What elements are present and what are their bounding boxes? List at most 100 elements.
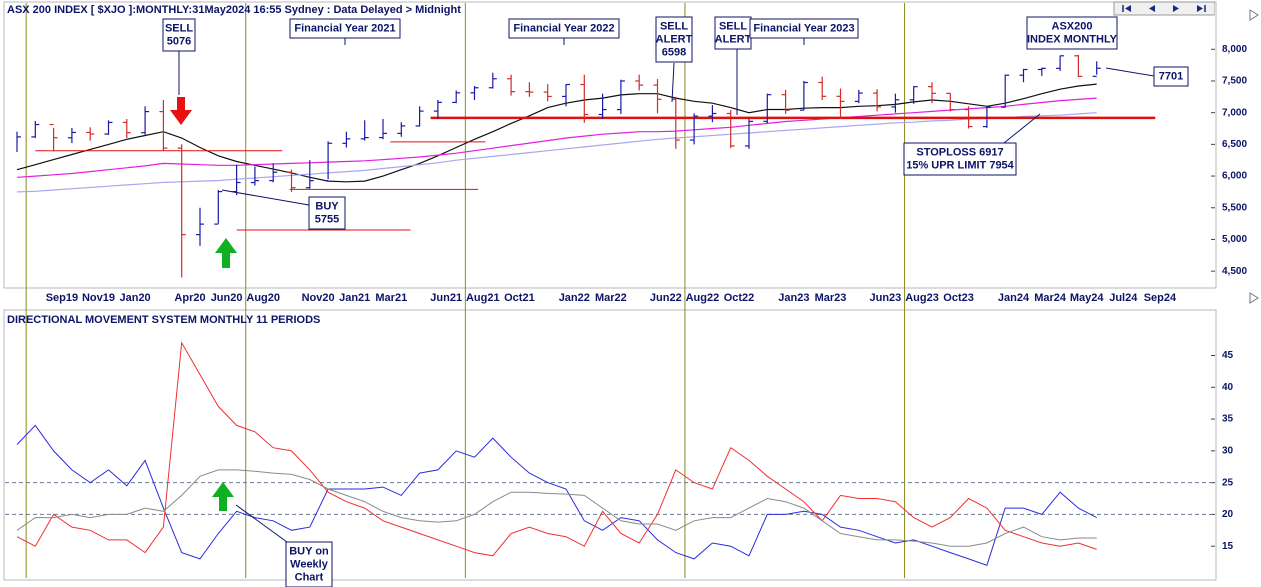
connectors [178, 35, 1155, 543]
annotation-box [285, 541, 333, 587]
x-tick-label: Oct22 [724, 292, 755, 304]
buy-arrow [215, 238, 237, 268]
x-tick-label: Oct21 [504, 292, 535, 304]
series-line [16, 83, 1097, 183]
annotation-box [1153, 66, 1189, 87]
x-tick-label: Mar23 [815, 292, 847, 304]
nav-first[interactable] [1115, 3, 1139, 14]
x-tick-label: Apr20 [174, 292, 205, 304]
connector [235, 504, 288, 543]
annotation-text: Financial Year 2021 [294, 22, 395, 34]
x-tick-label: Jun22 [650, 292, 682, 304]
annotation-box [1026, 16, 1118, 50]
series-line [16, 469, 1097, 547]
connector [1003, 113, 1041, 144]
series-line [16, 341, 1097, 557]
annotations: SELL5076BUY5755SELLALERT6598SELLALERTASX… [162, 16, 1189, 587]
annotation-text: ALERT [656, 33, 693, 45]
annotation-text: 15% UPR LIMIT 7954 [906, 159, 1014, 171]
x-tick-label: Aug23 [905, 292, 939, 304]
scroll-right-top[interactable] [1249, 9, 1259, 21]
nav-last[interactable] [1190, 3, 1214, 14]
x-tick-label: Jun21 [430, 292, 462, 304]
annotation-box [289, 18, 401, 39]
annotation-box [655, 16, 693, 63]
annotation-text: ALERT [715, 33, 752, 45]
annotation-text: SELL [719, 20, 747, 32]
y-tick-label: 5,000 [1222, 234, 1247, 245]
annotation-text: INDEX MONTHLY [1027, 33, 1118, 45]
x-tick-label: Jan24 [998, 292, 1030, 304]
annotation-text: Chart [295, 571, 324, 583]
annotation-text: 5755 [315, 213, 339, 225]
x-tick-label: Aug20 [246, 292, 280, 304]
y-tick-label: 30 [1222, 445, 1234, 456]
nav-last-arrow[interactable] [1197, 5, 1203, 12]
annotation-box [508, 18, 620, 39]
y-tick-label: 4,500 [1222, 266, 1247, 277]
nav-prev-arrow[interactable] [1149, 5, 1155, 12]
x-tick-label: Jan22 [559, 292, 590, 304]
annotation-text: SELL [660, 20, 688, 32]
x-tick-label: Oct23 [943, 292, 974, 304]
dms-panel-frame [3, 309, 1217, 581]
annotation-box [308, 196, 346, 230]
chart-title: ASX 200 INDEX [ $XJO ]:MONTHLY:31May2024… [7, 4, 461, 16]
x-tick-label: Sep24 [1144, 292, 1177, 304]
sell-arrow [170, 97, 192, 125]
x-tick-label: Jan23 [778, 292, 809, 304]
y-tick-label: 25 [1222, 477, 1234, 488]
x-tick-label: Jun23 [870, 292, 902, 304]
y-tick-label: 7,000 [1222, 107, 1247, 118]
annotation-text: Financial Year 2022 [513, 22, 614, 34]
connector [671, 62, 675, 103]
annotation-text: BUY [315, 200, 339, 212]
x-tick-label: Aug21 [466, 292, 500, 304]
nav-first-arrow[interactable] [1125, 5, 1131, 12]
x-tick-label: Nov19 [82, 292, 115, 304]
annotation-box [749, 18, 859, 39]
nav-next-arrow[interactable] [1173, 5, 1179, 12]
annotation-text: BUY on [289, 545, 329, 557]
annotation-box [714, 16, 752, 50]
y-tick-label: 35 [1222, 414, 1234, 425]
nav-prev[interactable] [1140, 3, 1164, 14]
x-tick-label: May24 [1070, 292, 1105, 304]
x-tick-label: Mar21 [375, 292, 407, 304]
annotation-text: STOPLOSS 6917 [916, 146, 1003, 158]
scroll-right-axis[interactable] [1249, 292, 1259, 304]
x-tick-label: Sep19 [46, 292, 78, 304]
connector [221, 189, 310, 206]
navigation [1113, 1, 1215, 16]
x-tick-label: Nov20 [302, 292, 335, 304]
y-tick-label: 6,000 [1222, 171, 1247, 182]
annotation-text: 6598 [662, 46, 686, 58]
annotation-text: Weekly [290, 558, 329, 570]
y-tick-label: 5,500 [1222, 202, 1247, 213]
x-tick-label: Aug22 [686, 292, 720, 304]
series-line [16, 97, 1097, 178]
annotation-box [162, 18, 196, 52]
annotation-text: Financial Year 2023 [753, 22, 854, 34]
nav-next[interactable] [1165, 3, 1189, 14]
marks: 4,500 5,000 5,500 6,000 6,500 7,000 7,500 8,000… [5, 44, 1247, 566]
x-tick-label: Jul24 [1109, 292, 1138, 304]
y-tick-label: 6,500 [1222, 139, 1247, 150]
y-tick-label: 20 [1222, 509, 1234, 520]
y-tick-label: 40 [1222, 382, 1234, 393]
connector [1105, 67, 1155, 77]
annotation-text: ASX200 [1052, 20, 1093, 32]
x-tick-label: Mar24 [1034, 292, 1067, 304]
annotation-box [903, 142, 1017, 176]
x-tick-label: Mar22 [595, 292, 627, 304]
y-tick-label: 8,000 [1222, 44, 1247, 55]
y-tick-label: 45 [1222, 350, 1234, 361]
y-tick-label: 15 [1222, 541, 1234, 552]
annotation-text: SELL [165, 22, 193, 34]
annotation-text: 5076 [167, 35, 191, 47]
x-tick-label: Jan20 [119, 292, 150, 304]
indicator-title: DIRECTIONAL MOVEMENT SYSTEM MONTHLY 11 P… [7, 314, 320, 326]
